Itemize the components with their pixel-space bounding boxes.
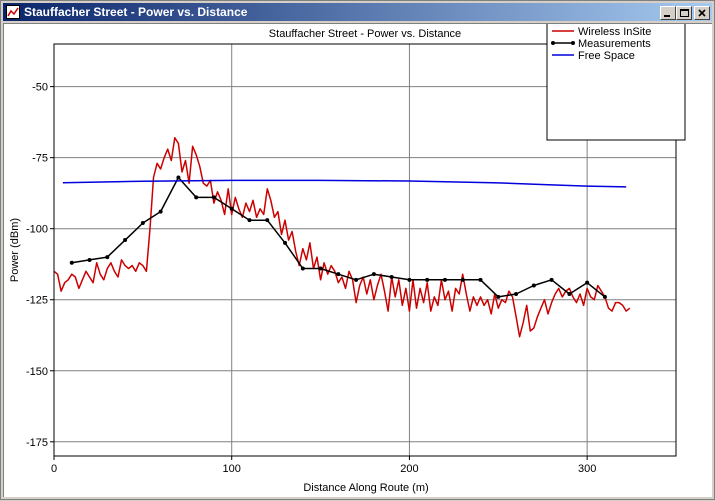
grid-layer (54, 44, 676, 456)
measurement-point (354, 277, 359, 282)
wireless-insite-line (53, 137, 631, 338)
y-tick-label: -175 (26, 437, 48, 449)
y-axis-label: Power (dBm) (9, 218, 21, 282)
measurement-point (460, 277, 465, 282)
measurement-point (567, 292, 572, 297)
measurement-point (123, 238, 128, 243)
measurement-point (194, 195, 199, 200)
measurement-point (140, 221, 145, 226)
measurement-point (442, 277, 447, 282)
measurement-point (105, 255, 110, 260)
measurement-point (176, 175, 181, 180)
measurement-point (229, 206, 234, 211)
chart-title: Stauffacher Street - Power vs. Distance (269, 28, 461, 40)
measurement-point (496, 294, 501, 299)
measurement-point (425, 277, 430, 282)
measurement-point (87, 257, 92, 262)
chart-app-icon (6, 5, 20, 19)
legend-entry-measurements: Measurements (578, 38, 651, 50)
measurement-point (478, 277, 483, 282)
measurement-point (407, 277, 412, 282)
plot-frame (53, 43, 677, 457)
y-tick-label: -50 (32, 82, 48, 94)
x-tick-label: 0 (51, 463, 57, 475)
measurement-point (549, 277, 554, 282)
measurement-point (531, 283, 536, 288)
measurement-point (585, 280, 590, 285)
measurement-point (247, 218, 252, 223)
maximize-icon (680, 9, 689, 17)
y-tick-label: -150 (26, 366, 48, 378)
measurement-point (318, 266, 323, 271)
measurement-point (602, 294, 607, 299)
legend-entry-free-space: Free Space (578, 50, 635, 62)
x-axis-label: Distance Along Route (m) (303, 482, 428, 494)
power-vs-distance-chart: 0 100 200 300 -50 -75 -100 -125 -150 -175 Stauffa… (9, 21, 686, 494)
legend: Wireless InSite Measurements Free Space (546, 21, 686, 141)
title-bar[interactable]: Stauffacher Street - Power vs. Distance (3, 3, 712, 21)
measurement-point (389, 274, 394, 279)
measurement-point (300, 266, 305, 271)
close-button[interactable] (694, 6, 710, 20)
series-layer (53, 137, 631, 338)
measurement-point (211, 195, 216, 200)
y-tick-label: -75 (32, 153, 48, 165)
legend-marker-right (571, 41, 575, 45)
y-tick-label: -100 (26, 224, 48, 236)
chart-client-area: 0 100 200 300 -50 -75 -100 -125 -150 -175 Stauffa… (3, 21, 712, 497)
measurement-point (514, 292, 519, 297)
free-space-line (62, 179, 627, 188)
measurement-point (283, 240, 288, 245)
measurement-point (69, 260, 74, 265)
measurement-point (265, 218, 270, 223)
measurement-point (336, 272, 341, 277)
legend-marker-left (551, 41, 555, 45)
window-title: Stauffacher Street - Power vs. Distance (24, 5, 248, 19)
x-tick-label: 200 (400, 463, 418, 475)
close-icon (698, 9, 706, 17)
x-tick-label: 100 (223, 463, 241, 475)
measurement-point (371, 272, 376, 277)
minimize-icon (664, 15, 670, 17)
axes-layer: 0 100 200 300 -50 -75 -100 -125 -150 -175 (26, 43, 677, 475)
maximize-button[interactable] (676, 6, 692, 20)
x-tick-label: 300 (578, 463, 596, 475)
minimize-button[interactable] (660, 6, 676, 20)
y-tick-label: -125 (26, 295, 48, 307)
measurement-point (158, 209, 163, 214)
legend-entry-wireless-insite: Wireless InSite (578, 26, 651, 38)
